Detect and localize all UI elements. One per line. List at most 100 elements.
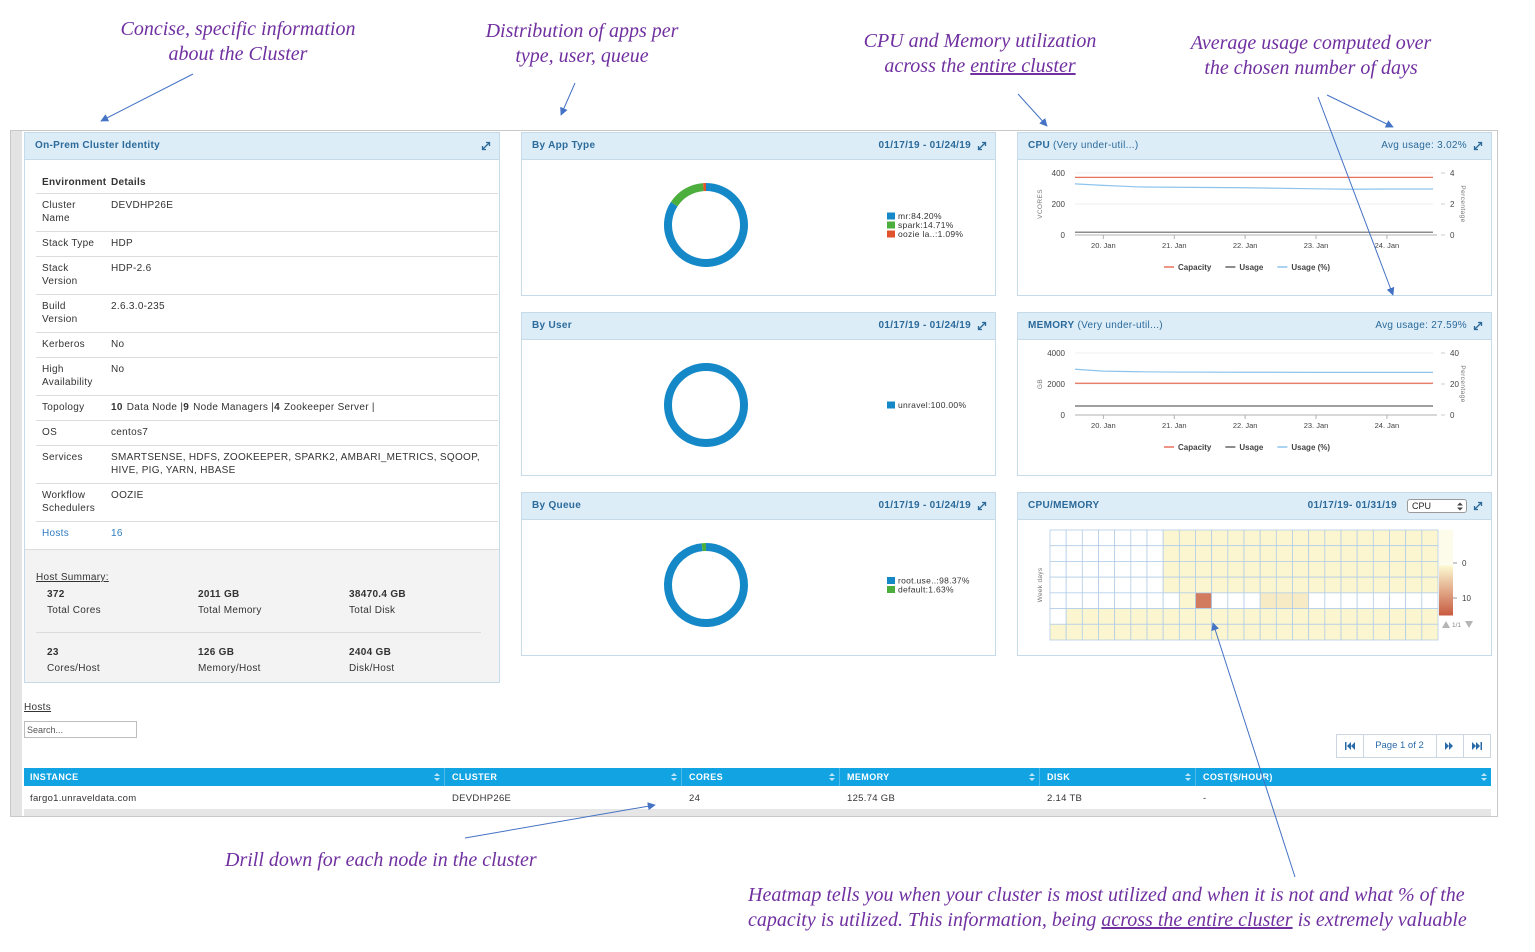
pager-label: Page 1 of 2 xyxy=(1363,735,1437,757)
series-line xyxy=(1074,183,1433,190)
heatmap-cell xyxy=(1162,545,1180,562)
heatmap-cell xyxy=(1421,529,1439,547)
summary-label: Total Disk xyxy=(349,605,396,616)
pager-icon xyxy=(1345,742,1355,750)
heatmap-cell xyxy=(1405,529,1423,547)
heatmap-panel: CPU/MEMORY 01/17/19- 01/31/19 CPU Week days… xyxy=(1017,492,1492,656)
scrollbar xyxy=(24,810,1491,816)
host-summary: Host Summary: 372 Total Cores 2011 GB Total … xyxy=(25,549,499,682)
legend-swatch xyxy=(887,230,895,238)
donut-panel: By Queue 01/17/19 - 01/24/19 root.use..:98… xyxy=(521,492,996,656)
heatmap-cell xyxy=(1130,592,1148,609)
panel-title: CPU (Very under-util...) xyxy=(1028,140,1139,151)
row-label-cell: Services xyxy=(36,451,111,477)
heatmap-cell xyxy=(1195,592,1213,609)
heatmap-cell xyxy=(1081,561,1099,578)
annotation-line: Distribution of apps per xyxy=(486,19,679,44)
pager-button[interactable] xyxy=(1463,735,1490,757)
table-row: Hosts 16 xyxy=(36,522,498,546)
heatmap-cell xyxy=(1356,545,1374,562)
heatmap-cell xyxy=(1324,561,1342,578)
heatmap-cell xyxy=(1259,623,1277,641)
row-value: HDP-2.6 xyxy=(111,263,152,274)
heatmap-cell xyxy=(1178,529,1196,547)
heatmap-cell xyxy=(1098,576,1116,594)
heatmap-cell xyxy=(1292,608,1310,625)
y2-axis-label: Percentage xyxy=(1459,365,1466,402)
row-label: Stack Type xyxy=(42,238,95,249)
annotation-line: about the Cluster xyxy=(121,42,356,67)
panel-header: CPU/MEMORY 01/17/19- 01/31/19 CPU xyxy=(1018,493,1491,520)
avg-usage: Avg usage: 3.02% xyxy=(1381,140,1467,151)
chart-area xyxy=(977,501,987,511)
heatmap-cell xyxy=(1372,529,1390,547)
heatmap-cell xyxy=(1372,608,1390,625)
selector[interactable]: CPU xyxy=(1407,499,1467,513)
heatmap-cell xyxy=(1162,592,1180,609)
pager-button[interactable] xyxy=(1436,735,1464,757)
annotation-text: across the xyxy=(884,54,971,77)
panel-title: By Queue xyxy=(532,500,582,511)
heatmap-cell xyxy=(1098,623,1116,641)
donut-slice xyxy=(664,543,748,627)
date-range: 01/17/19 - 01/24/19 xyxy=(878,140,971,151)
heatmap-cell xyxy=(1324,545,1342,562)
annotation-text: entire cluster xyxy=(970,54,1076,77)
table-row[interactable]: fargo1.unraveldata.com DEVDHP26E 24 125.74 … xyxy=(24,786,1491,810)
annotation-text: capacity is utilized. This information, … xyxy=(748,908,1102,931)
heatmap-cell xyxy=(1292,561,1310,578)
x-tick-label: 22. Jan xyxy=(1233,421,1258,430)
annotation-line: Heatmap tells you when your cluster is m… xyxy=(748,883,1467,908)
column-header: CORES xyxy=(689,772,724,782)
heatmap-cell xyxy=(1162,561,1180,578)
heatmap-cell xyxy=(1162,529,1180,547)
chart-area xyxy=(1481,773,1487,781)
search-box[interactable]: Search... xyxy=(24,721,137,738)
pager-button[interactable] xyxy=(1337,735,1364,757)
x-tick-label: 21. Jan xyxy=(1162,421,1187,430)
annotation-text: about the Cluster xyxy=(168,42,308,65)
row-value: No xyxy=(111,339,125,350)
row-label: Build Version xyxy=(42,301,78,325)
row-label-cell: OS xyxy=(36,426,111,439)
heatmap-cell xyxy=(1372,592,1390,609)
heatmap-cell xyxy=(1405,623,1423,641)
annotation-arrow xyxy=(1326,94,1394,128)
heatmap-cell xyxy=(1081,529,1099,547)
y2-tick-label: 0 xyxy=(1450,231,1455,240)
heatmap-cell xyxy=(1178,576,1196,594)
y-tick-label: 4000 xyxy=(1047,349,1065,358)
heatmap-cell xyxy=(1130,545,1148,562)
summary-label: Total Memory xyxy=(198,605,262,616)
column-header: Details xyxy=(111,177,146,188)
chart-area xyxy=(1471,742,1482,750)
annotation-line: the chosen number of days xyxy=(1191,56,1431,81)
donut-slice xyxy=(664,363,748,447)
heatmap-cell xyxy=(1389,623,1407,641)
summary-label: Cores/Host xyxy=(47,663,101,674)
date-range: 01/17/19- 01/31/19 xyxy=(1307,500,1397,511)
pager-text: 1/1 xyxy=(1452,622,1461,629)
x-tick-label: 23. Jan xyxy=(1304,421,1329,430)
row-value: 16 xyxy=(111,528,123,539)
sort-icon xyxy=(434,773,440,781)
heatmap-cell xyxy=(1259,576,1277,594)
table-row: Topology 10 Data Node |9 Node Managers |4 Zo… xyxy=(36,396,498,421)
row-label: Stack Version xyxy=(42,263,78,287)
y2-axis-label: Percentage xyxy=(1459,185,1466,222)
heatmap-cell xyxy=(1356,529,1374,547)
x-tick-label: 24. Jan xyxy=(1375,241,1400,250)
table-row: Workflow Schedulers OOZIE xyxy=(36,484,498,522)
legend-label: mr:84.20% xyxy=(898,211,942,221)
column-header: Environment xyxy=(42,177,107,188)
chart-area xyxy=(1185,773,1191,781)
heatmap-cell xyxy=(1081,576,1099,594)
heatmap-cell xyxy=(1421,576,1439,594)
heatmap-cell xyxy=(1356,623,1374,641)
heatmap-cell xyxy=(1243,592,1261,609)
column-header: COST($/HOUR) xyxy=(1203,772,1273,782)
heatmap-cell xyxy=(1259,529,1277,547)
heatmap-cell xyxy=(1259,592,1277,609)
pager-up xyxy=(1442,621,1450,628)
panel-title: CPU/MEMORY xyxy=(1028,500,1100,511)
